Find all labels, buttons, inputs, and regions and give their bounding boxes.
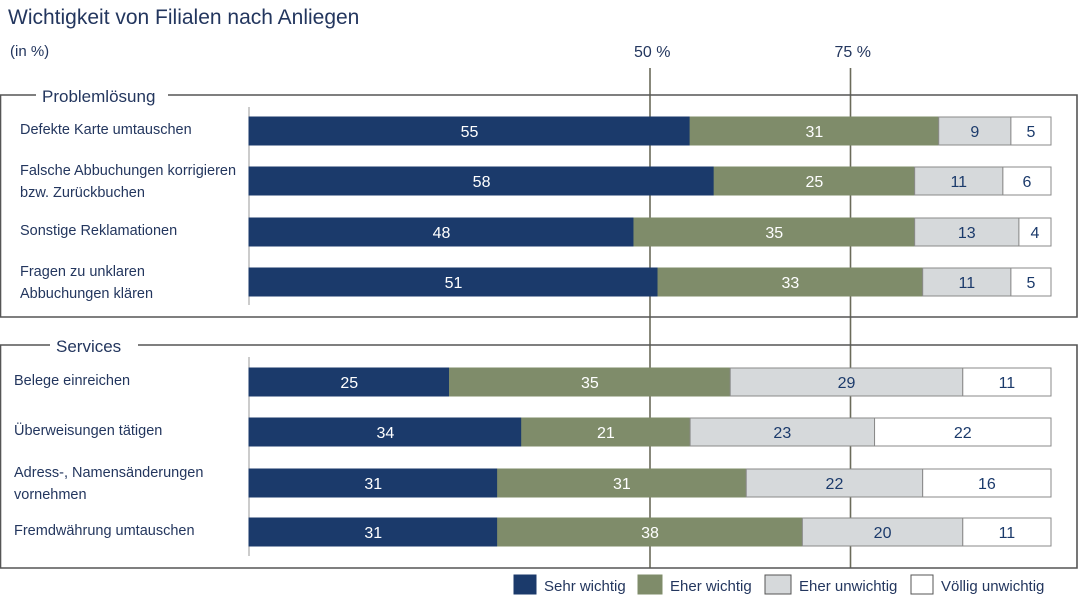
bar-segment-unwichtig: [922, 267, 1012, 297]
category-label: Fremdwährung umtauschen: [14, 523, 195, 539]
bar-segment-eher: [497, 517, 803, 547]
chart-title: Wichtigkeit von Filialen nach Anliegen: [8, 6, 360, 29]
bar-segment-voellig: [1010, 267, 1052, 297]
data-label-eher: 25: [806, 174, 824, 191]
bar-segment-unwichtig: [914, 166, 1004, 196]
data-label-eher: 31: [806, 124, 824, 141]
legend-swatch-eher: [637, 574, 663, 595]
bar-segment-eher: [713, 166, 916, 196]
data-label-voellig: 11: [999, 375, 1016, 392]
legend-label: Sehr wichtig: [544, 578, 626, 595]
data-label-unwichtig: 9: [970, 124, 979, 141]
legend-swatch-sehr: [513, 574, 537, 595]
legend-label: Völlig unwichtig: [941, 578, 1044, 595]
data-label-sehr: 34: [376, 425, 394, 442]
data-label-sehr: 51: [445, 275, 463, 292]
bar-segment-sehr: [248, 217, 635, 247]
category-label: Defekte Karte umtauschen: [20, 122, 192, 138]
data-label-eher: 33: [781, 275, 799, 292]
reference-label-50: 50 %: [634, 44, 671, 61]
category-label: Falsche Abbuchungen korrigieren: [20, 163, 236, 179]
bar-segment-sehr: [248, 267, 659, 297]
bar-segment-sehr: [248, 517, 499, 547]
data-label-voellig: 6: [1022, 174, 1031, 191]
data-label-unwichtig: 20: [874, 525, 892, 542]
data-label-sehr: 58: [473, 174, 491, 191]
data-label-eher: 21: [597, 425, 615, 442]
unit-label: (in %): [10, 43, 50, 60]
data-label-unwichtig: 22: [826, 476, 844, 493]
data-label-sehr: 25: [340, 375, 358, 392]
bar-segment-eher: [657, 267, 924, 297]
bar-segment-voellig: [874, 417, 1052, 447]
bar-segment-eher: [521, 417, 691, 447]
data-label-voellig: 4: [1031, 225, 1040, 242]
bar-segment-eher: [689, 116, 940, 146]
bar-segment-voellig: [962, 367, 1052, 397]
category-label: Sonstige Reklamationen: [20, 223, 177, 239]
data-label-unwichtig: 13: [958, 225, 976, 242]
data-label-unwichtig: 29: [838, 375, 856, 392]
group-frame-0: [0, 94, 1078, 318]
bar-segment-voellig: [1010, 116, 1052, 146]
bar-segment-sehr: [248, 468, 499, 498]
data-label-sehr: 55: [461, 124, 479, 141]
data-label-eher: 31: [613, 476, 631, 493]
bar-segment-eher: [633, 217, 916, 247]
data-label-eher: 38: [641, 525, 659, 542]
bar-segment-eher: [497, 468, 747, 498]
category-label: Belege einreichen: [14, 373, 130, 389]
legend-swatch-voellig: [910, 574, 934, 595]
bar-segment-eher: [449, 367, 731, 397]
data-label-unwichtig: 11: [958, 275, 975, 292]
legend-label: Eher unwichtig: [799, 578, 897, 595]
bar-segment-unwichtig: [729, 367, 964, 397]
category-label: Adress-, Namensänderungen: [14, 465, 203, 481]
bar-segment-voellig: [922, 468, 1052, 498]
legend-label: Eher wichtig: [670, 578, 752, 595]
category-label: vornehmen: [14, 487, 87, 503]
bar-segment-unwichtig: [689, 417, 876, 447]
data-label-voellig: 16: [978, 476, 996, 493]
data-label-voellig: 11: [999, 525, 1016, 542]
legend-swatch-unwichtig: [764, 574, 792, 595]
bar-segment-unwichtig: [745, 468, 924, 498]
data-label-eher: 35: [581, 375, 599, 392]
data-label-sehr: 31: [364, 476, 382, 493]
data-label-voellig: 22: [954, 425, 972, 442]
group-frame-1: [0, 344, 1078, 569]
bar-segment-voellig: [1002, 166, 1052, 196]
bar-segment-sehr: [248, 166, 715, 196]
data-label-sehr: 31: [364, 525, 382, 542]
bar-segment-voellig: [962, 517, 1052, 547]
data-label-eher: 35: [765, 225, 783, 242]
reference-label-75: 75 %: [834, 44, 871, 61]
group-title: Problemlösung: [42, 87, 155, 106]
category-label: Überweisungen tätigen: [14, 421, 162, 439]
data-label-sehr: 48: [433, 225, 451, 242]
bar-segment-voellig: [1018, 217, 1052, 247]
data-label-voellig: 5: [1026, 124, 1035, 141]
bar-segment-sehr: [248, 367, 450, 397]
group-title: Services: [56, 337, 121, 356]
data-label-voellig: 5: [1026, 275, 1035, 292]
category-label: Abbuchungen klären: [20, 286, 153, 302]
data-label-unwichtig: 23: [773, 425, 791, 442]
category-label: bzw. Zurückbuchen: [20, 185, 145, 201]
bar-segment-sehr: [248, 116, 691, 146]
category-label: Fragen zu unklaren: [20, 264, 145, 280]
data-label-unwichtig: 11: [950, 174, 967, 191]
